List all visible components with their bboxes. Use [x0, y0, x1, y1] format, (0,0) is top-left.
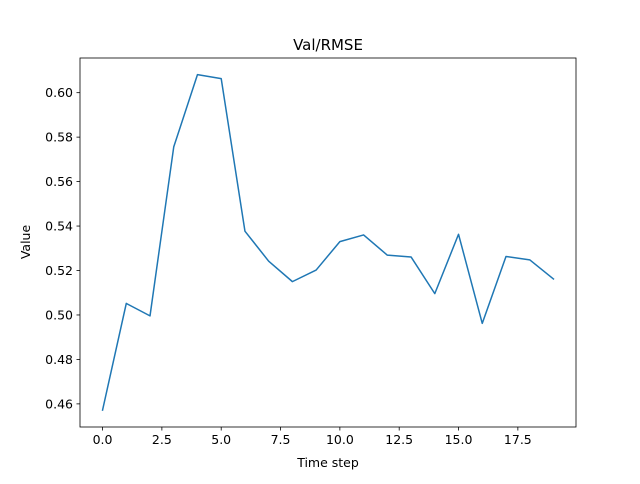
y-tick-label: 0.56 — [45, 174, 73, 189]
y-tick-label: 0.50 — [45, 307, 73, 322]
y-tick-label: 0.52 — [45, 263, 73, 278]
y-axis-label: Value — [18, 225, 33, 260]
y-tick-label: 0.54 — [45, 219, 73, 234]
x-tick-label: 10.0 — [326, 432, 354, 447]
y-tick-label: 0.58 — [45, 130, 73, 145]
chart-title: Val/RMSE — [293, 36, 363, 54]
y-tick-label: 0.46 — [45, 396, 73, 411]
y-tick-label: 0.48 — [45, 352, 73, 367]
x-tick-label: 0.0 — [93, 432, 113, 447]
x-axis-label: Time step — [296, 455, 359, 470]
x-tick-label: 5.0 — [211, 432, 231, 447]
x-tick-label: 7.5 — [271, 432, 291, 447]
x-tick-label: 12.5 — [385, 432, 413, 447]
series-line-0 — [101, 73, 555, 412]
y-tick-label: 0.60 — [45, 85, 73, 100]
plot-area: 0.0 2.5 5.0 7.5 10.0 12.5 15.0 17.5 0.46 0.48 0.50… — [45, 57, 577, 447]
axes-frame — [79, 57, 577, 428]
x-tick-label: 15.0 — [445, 432, 473, 447]
x-tick-label: 17.5 — [504, 432, 532, 447]
x-tick-label: 2.5 — [152, 432, 172, 447]
